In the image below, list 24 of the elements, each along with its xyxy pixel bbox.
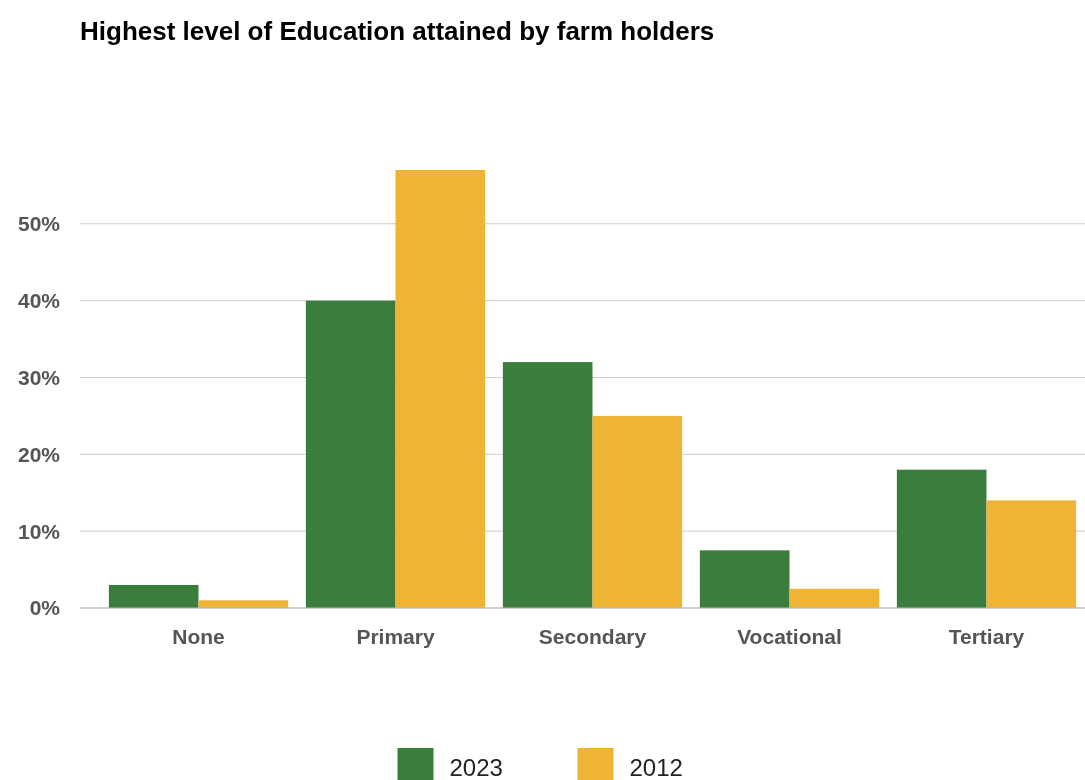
x-tick-label: Secondary [538, 625, 647, 648]
y-tick-label: 40% [17, 288, 61, 312]
x-tick-label: None [172, 625, 225, 648]
y-tick-label: 20% [17, 442, 61, 466]
bar [699, 550, 790, 608]
y-tick-label: 30% [17, 365, 61, 389]
bar [108, 584, 199, 608]
legend-label: 2023 [449, 754, 503, 780]
y-tick-label: 50% [17, 212, 61, 236]
bar [502, 362, 593, 608]
bar [305, 300, 396, 608]
x-tick-label: Primary [356, 625, 435, 648]
x-tick-label: Tertiary [948, 625, 1025, 648]
x-tick-label: Vocational [737, 625, 842, 648]
bar [986, 500, 1077, 608]
bar [395, 170, 486, 608]
bar [198, 600, 289, 608]
bar [789, 588, 880, 608]
y-tick-label: 10% [17, 519, 61, 543]
y-tick-label: 0% [29, 596, 61, 620]
bar [896, 469, 987, 608]
chart-title: Highest level of Education attained by farm holders [80, 16, 715, 46]
bar [592, 415, 683, 608]
legend-label: 2012 [629, 754, 683, 780]
